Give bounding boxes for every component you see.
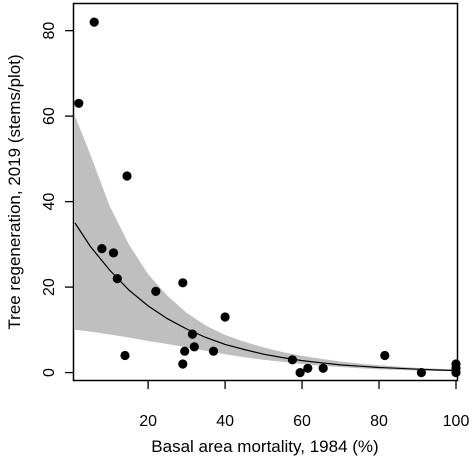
data-point bbox=[451, 368, 461, 378]
data-point bbox=[295, 368, 305, 378]
axes-layer bbox=[72, 2, 459, 382]
y-tick-label: 40 bbox=[41, 193, 58, 211]
data-point bbox=[318, 363, 328, 373]
fit-line-layer bbox=[74, 222, 457, 372]
data-point bbox=[112, 274, 122, 284]
x-tick-label: 20 bbox=[139, 413, 157, 430]
data-point bbox=[89, 17, 99, 27]
x-tick-label: 40 bbox=[216, 413, 234, 430]
data-point bbox=[120, 350, 130, 361]
confidence-band bbox=[75, 116, 456, 372]
x-axis-title: Basal area mortality, 1984 (%) bbox=[151, 437, 378, 456]
x-tick-label: 100 bbox=[443, 413, 470, 430]
data-point bbox=[416, 368, 426, 378]
x-tick-label: 60 bbox=[293, 413, 311, 430]
x-ticks: 20 40 60 80 100 bbox=[139, 381, 469, 430]
data-point bbox=[151, 286, 161, 296]
y-tick-label: 60 bbox=[41, 107, 58, 125]
data-point bbox=[208, 346, 219, 356]
data-point bbox=[97, 244, 107, 254]
confidence-band-layer bbox=[75, 116, 456, 372]
y-ticks: 0 20 40 60 80 bbox=[41, 22, 73, 377]
data-point bbox=[180, 346, 190, 356]
data-point bbox=[189, 342, 199, 352]
x-tick-label: 80 bbox=[370, 413, 388, 430]
fit-line bbox=[74, 222, 457, 372]
data-points-layer bbox=[74, 17, 461, 378]
y-tick-label: 0 bbox=[41, 368, 58, 377]
data-point bbox=[178, 359, 188, 369]
data-point bbox=[122, 171, 132, 181]
y-tick-label: 80 bbox=[41, 22, 58, 40]
data-point bbox=[303, 363, 313, 373]
y-axis-title: Tree regeneration, 2019 (stems/plot) bbox=[5, 54, 24, 329]
data-point bbox=[74, 98, 84, 108]
data-point bbox=[380, 350, 390, 361]
data-point bbox=[287, 355, 297, 365]
data-point bbox=[220, 312, 230, 322]
plot-frame bbox=[72, 2, 459, 382]
y-tick-label: 20 bbox=[41, 278, 58, 296]
data-point bbox=[178, 278, 188, 288]
data-point bbox=[187, 329, 197, 339]
data-point bbox=[108, 248, 119, 258]
